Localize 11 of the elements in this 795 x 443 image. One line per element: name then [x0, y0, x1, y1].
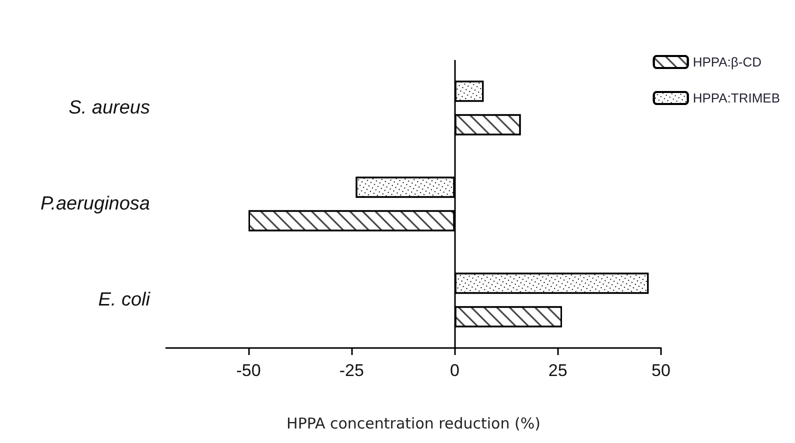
y-tick-label: P.aeruginosa	[40, 194, 150, 214]
legend-label: HPPA:TRIMEB	[692, 90, 780, 106]
x-tick-label: 50	[652, 361, 670, 380]
x-axis-title: HPPA concentration reduction (%)	[286, 414, 540, 432]
legend-label: HPPA:β-CD	[692, 54, 762, 70]
x-tick-label: 25	[548, 361, 568, 380]
x-tick-label: -25	[339, 361, 364, 380]
y-tick-label: E. coli	[98, 290, 151, 310]
y-tick-label: S. aureus	[68, 98, 150, 118]
x-tick-label: 0	[450, 361, 460, 380]
x-tick-label: -50	[236, 361, 261, 380]
